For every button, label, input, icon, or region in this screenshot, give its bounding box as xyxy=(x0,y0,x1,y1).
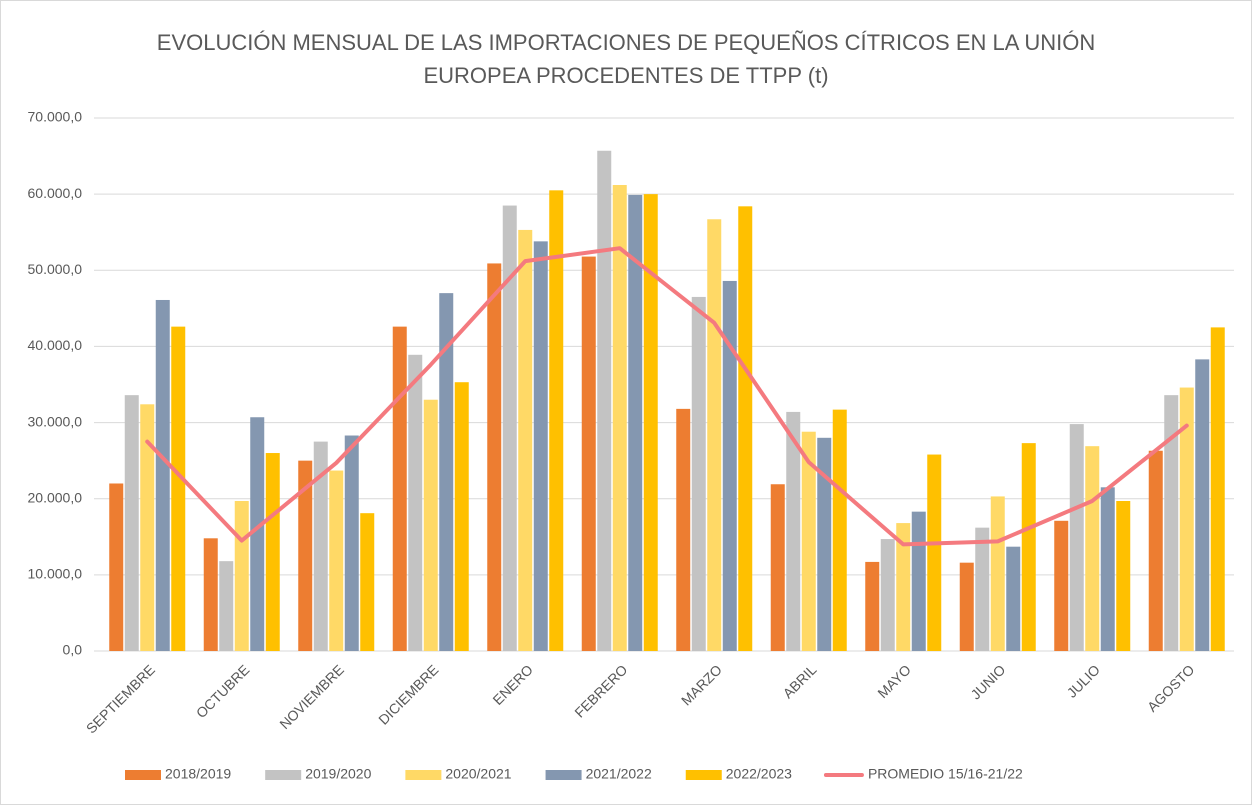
bar xyxy=(408,354,423,651)
bar xyxy=(1210,327,1225,651)
bar xyxy=(975,527,990,651)
bar xyxy=(454,382,469,651)
bar xyxy=(1179,387,1194,651)
legend-swatch xyxy=(265,770,302,780)
bar xyxy=(124,395,139,651)
bar xyxy=(691,296,706,651)
bar xyxy=(439,293,454,651)
bar xyxy=(423,399,438,651)
bar xyxy=(786,411,801,651)
bar xyxy=(911,511,926,651)
legend-label: 2018/2019 xyxy=(165,766,231,782)
bar xyxy=(1054,520,1069,651)
bar xyxy=(643,194,658,651)
bar xyxy=(502,205,517,652)
bar xyxy=(329,470,344,651)
bar xyxy=(1069,424,1084,651)
y-tick-label: 50.000,0 xyxy=(28,261,83,277)
bar xyxy=(1164,395,1179,651)
bar xyxy=(832,409,847,651)
y-tick-label: 60.000,0 xyxy=(28,185,83,201)
bar xyxy=(927,454,942,651)
bar xyxy=(738,206,753,651)
bar xyxy=(896,523,911,651)
bar xyxy=(533,241,548,651)
y-tick-label: 70.000,0 xyxy=(28,109,83,125)
bar xyxy=(817,437,832,651)
bar xyxy=(140,404,155,651)
bar xyxy=(707,219,722,651)
bar xyxy=(676,408,691,651)
line xyxy=(145,246,1189,547)
bar xyxy=(219,561,234,651)
bar xyxy=(722,280,737,651)
bar xyxy=(1100,487,1115,651)
bar xyxy=(265,453,280,651)
bar xyxy=(234,500,249,651)
y-tick-label: 10.000,0 xyxy=(28,566,83,582)
legend-label: 2020/2021 xyxy=(445,766,511,782)
legend-swatch xyxy=(125,770,161,780)
bar xyxy=(549,190,564,652)
bar xyxy=(344,435,359,651)
bar xyxy=(171,326,186,651)
bar xyxy=(770,484,785,651)
bar xyxy=(360,513,375,651)
legend-swatch xyxy=(545,770,582,780)
legend-label: PROMEDIO 15/16-21/22 xyxy=(868,766,1023,782)
legend-label: 2019/2020 xyxy=(305,766,371,782)
legend-swatch xyxy=(405,770,442,780)
bar xyxy=(597,150,612,651)
bar xyxy=(487,263,502,651)
y-tick-label: 30.000,0 xyxy=(28,413,83,429)
bar xyxy=(298,460,313,651)
chart-title: EVOLUCIÓN MENSUAL DE LAS IMPORTACIONES D… xyxy=(156,30,1096,88)
y-tick-label: 20.000,0 xyxy=(28,489,83,505)
bar xyxy=(313,441,328,651)
legend-label: 2022/2023 xyxy=(726,766,792,782)
bar xyxy=(155,299,170,651)
bar xyxy=(392,326,407,651)
bar xyxy=(1085,446,1100,651)
bar xyxy=(1148,450,1163,651)
bar xyxy=(801,431,816,651)
y-tick-label: 0,0 xyxy=(63,642,83,658)
bar xyxy=(990,496,1005,651)
y-tick-label: 40.000,0 xyxy=(28,337,83,353)
bar xyxy=(865,561,880,651)
bar xyxy=(880,539,895,651)
bar xyxy=(612,185,627,651)
bar xyxy=(1021,443,1036,651)
legend-swatch xyxy=(685,770,722,780)
legend-label: 2021/2022 xyxy=(586,766,652,782)
bar xyxy=(203,538,218,651)
bar xyxy=(1195,359,1210,651)
bar xyxy=(959,562,974,651)
bar xyxy=(518,229,533,651)
bar xyxy=(250,417,265,651)
bar xyxy=(1116,500,1131,651)
bar xyxy=(1006,546,1021,651)
bar xyxy=(581,256,596,651)
bar xyxy=(109,483,124,651)
bar xyxy=(628,194,643,651)
